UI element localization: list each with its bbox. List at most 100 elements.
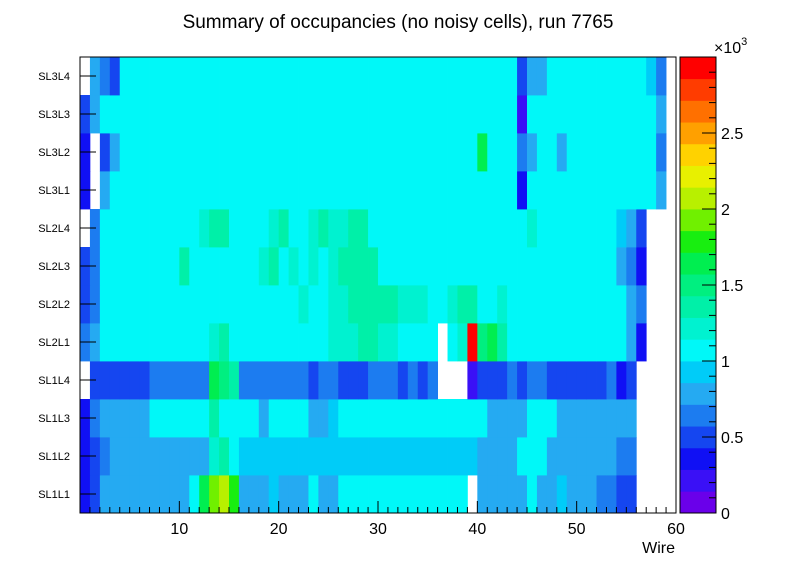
heatmap-cell [437,285,448,324]
heatmap-cell [606,57,617,96]
heatmap-cell [447,247,458,286]
heatmap-cell [139,171,150,210]
heatmap-cell [586,171,597,210]
heatmap-cell [219,171,230,210]
heatmap-cell [219,361,230,400]
heatmap-cell [129,133,140,172]
heatmap-cell [656,95,667,134]
heatmap-cell [497,57,508,96]
heatmap-cell [626,323,637,362]
heatmap-cell [358,361,369,400]
heatmap-cell [397,437,409,476]
heatmap-cell [248,285,260,324]
colorbar-swatch [680,165,716,188]
heatmap-cell [397,475,409,514]
heatmap-cell [139,323,150,362]
heatmap-cell [576,399,587,438]
heatmap-cell [169,171,180,210]
heatmap-cell [268,247,280,286]
heatmap-cell [517,437,528,476]
heatmap-cell [248,323,260,362]
heatmap-cell [219,133,230,172]
heatmap-cell [278,475,289,514]
heatmap-cell [387,133,399,172]
colorbar-swatch [680,187,716,210]
heatmap-cell [189,247,200,286]
heatmap-cell [437,171,448,210]
heatmap-cell [129,209,140,248]
heatmap-cell [199,95,210,134]
heatmap-cell [556,171,568,210]
heatmap-cell [566,437,578,476]
heatmap-cell [467,437,478,476]
heatmap-cell [189,361,200,400]
heatmap-cell [586,247,597,286]
heatmap-cell [527,475,538,514]
heatmap-cell [169,361,180,400]
heatmap-cell [467,171,478,210]
heatmap-cell [517,285,528,324]
heatmap-cell [268,171,280,210]
heatmap-cell [159,95,170,134]
heatmap-cell [308,133,319,172]
heatmap-cell [308,209,319,248]
heatmap-cell [288,133,299,172]
heatmap-cell [387,437,399,476]
heatmap-cell [288,437,299,476]
heatmap-cell [229,133,240,172]
heatmap-cell [646,95,657,134]
heatmap-cell [417,323,429,362]
heatmap-cell [546,399,558,438]
heatmap-cell [487,247,498,286]
heatmap-cell [437,57,448,96]
heatmap-cell [368,171,379,210]
colorbar-swatch [680,143,716,166]
heatmap-cell [209,437,220,476]
heatmap-cell [348,133,359,172]
heatmap-cell [129,323,140,362]
heatmap-cell [179,475,190,514]
heatmap-cell [417,361,429,400]
heatmap-cell [109,437,121,476]
heatmap-cell [556,285,568,324]
heatmap-cell [278,247,289,286]
heatmap-cell [159,133,170,172]
heatmap-cell [209,399,220,438]
heatmap-cell [596,285,607,324]
heatmap-cell [596,323,607,362]
heatmap-cell [477,437,488,476]
heatmap-cell [318,437,329,476]
heatmap-cell [258,285,270,324]
heatmap-cell [209,247,220,286]
heatmap-cell [189,209,200,248]
heatmap-cell [517,171,528,210]
heatmap-cell [238,57,250,96]
heatmap-cell [517,361,528,400]
heatmap-cell [99,437,111,476]
heatmap-cell [527,361,538,400]
heatmap-cell [646,171,657,210]
heatmap-cell [378,285,389,324]
heatmap-cell [407,95,419,134]
heatmap-cell [507,399,518,438]
heatmap-cell [199,57,210,96]
heatmap-cell [119,399,131,438]
heatmap-cell [378,247,389,286]
heatmap-cell [268,285,280,324]
heatmap-cell [606,361,617,400]
heatmap-cell [527,323,538,362]
heatmap-cell [149,247,160,286]
heatmap-cell [358,95,369,134]
heatmap-cell [497,361,508,400]
heatmap-cell [308,437,319,476]
heatmap-cell [129,285,140,324]
heatmap-cell [497,323,508,362]
heatmap-cell [467,361,478,400]
heatmap-cell [646,133,657,172]
heatmap-cell [209,285,220,324]
heatmap-cell [517,209,528,248]
x-tick-label: 50 [568,521,586,538]
heatmap-cell [238,323,250,362]
colorbar-swatch [680,404,716,427]
heatmap-cell [258,361,270,400]
